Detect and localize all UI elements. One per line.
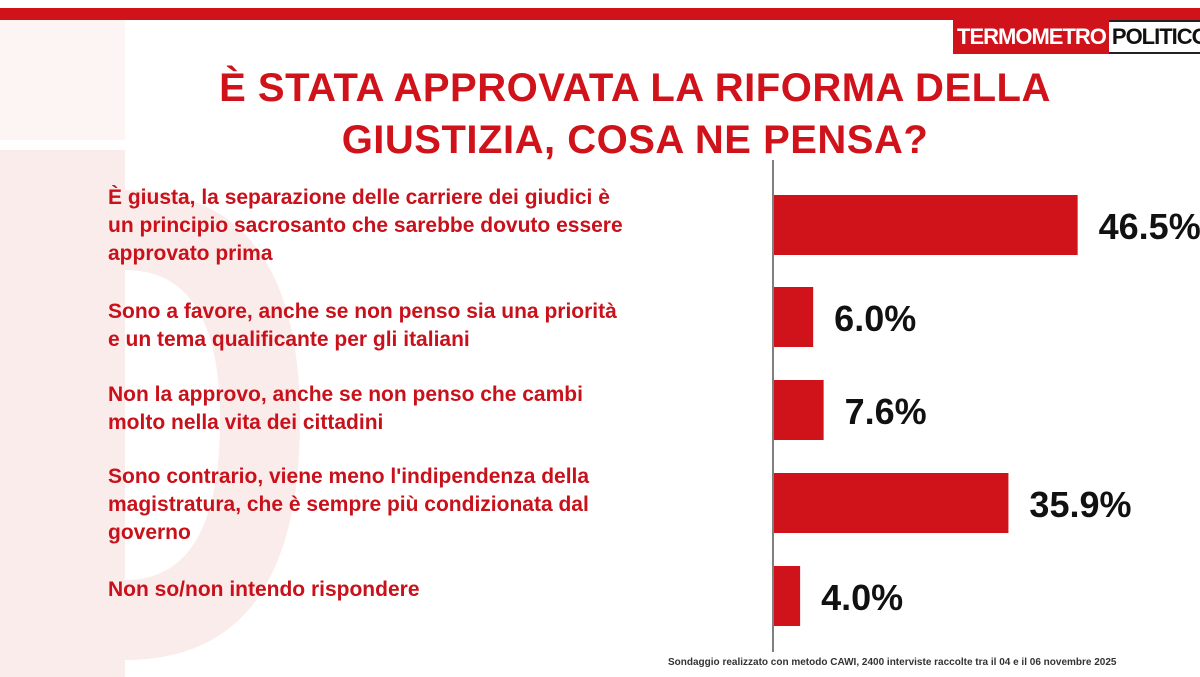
top-accent-bar (0, 8, 1200, 20)
label-line: magistratura, che è sempre più condizion… (108, 493, 589, 516)
bar-3 (774, 380, 824, 440)
label-line: Sono a favore, anche se non penso sia un… (108, 300, 617, 323)
bar-1 (774, 195, 1078, 255)
bar-2 (774, 287, 814, 347)
logo-right: POLITICO (1108, 20, 1200, 54)
title-line-2: GIUSTIZIA, COSA NE PENSA? (341, 118, 929, 162)
value-label-5: 4.0% (821, 577, 903, 618)
label-line: e un tema qualificante per gli italiani (108, 328, 470, 351)
value-label-3: 7.6% (845, 391, 927, 432)
value-label-4: 35.9% (1029, 484, 1131, 525)
chart-title: È STATA APPROVATA LA RIFORMA DELLA GIUST… (0, 62, 1200, 166)
category-label-3: Non la approvo, anche se non penso che c… (108, 381, 748, 437)
title-line-1: È STATA APPROVATA LA RIFORMA DELLA (219, 66, 1051, 110)
bar-4 (774, 473, 1009, 533)
category-label-5: Non so/non intendo rispondere (108, 576, 748, 604)
label-line: un principio sacrosanto che sarebbe dovu… (108, 214, 623, 237)
value-label-2: 6.0% (834, 298, 916, 339)
category-label-2: Sono a favore, anche se non penso sia un… (108, 298, 748, 354)
label-line: È giusta, la separazione delle carriere … (108, 186, 610, 209)
bar-5 (774, 566, 801, 626)
category-label-4: Sono contrario, viene meno l'indipendenz… (108, 463, 748, 547)
category-label-1: È giusta, la separazione delle carriere … (108, 184, 748, 268)
label-line: Sono contrario, viene meno l'indipendenz… (108, 465, 590, 488)
label-line: Non la approvo, anche se non penso che c… (108, 383, 583, 406)
survey-note: Sondaggio realizzato con metodo CAWI, 24… (668, 657, 1117, 668)
termometro-politico-logo: TERMOMETRO POLITICO (953, 20, 1200, 54)
label-line: Non so/non intendo rispondere (108, 578, 420, 601)
label-line: governo (108, 521, 191, 544)
value-label-1: 46.5% (1099, 206, 1200, 247)
label-line: molto nella vita dei cittadini (108, 411, 384, 434)
logo-left: TERMOMETRO (953, 20, 1109, 54)
label-line: approvato prima (108, 242, 273, 265)
